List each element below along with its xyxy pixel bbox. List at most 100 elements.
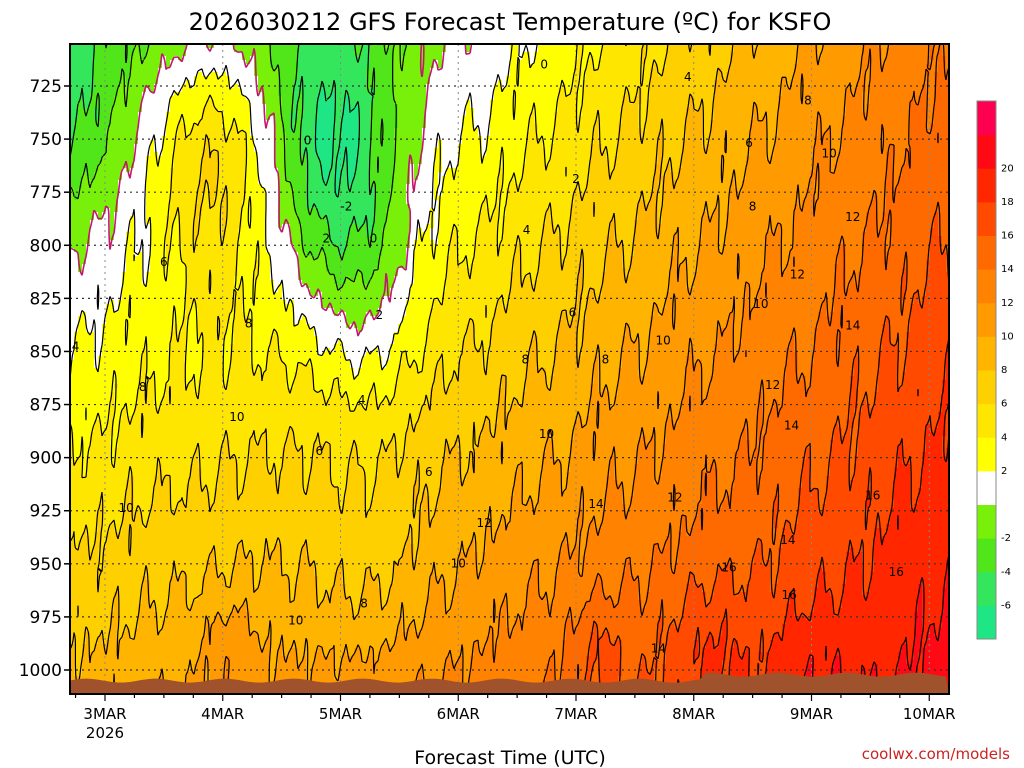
field-cell (298, 568, 315, 573)
field-cell (418, 420, 487, 425)
field-cell (234, 340, 251, 345)
field-cell (354, 172, 371, 177)
field-cell (282, 572, 299, 577)
field-cell (578, 316, 587, 321)
field-cell (598, 128, 619, 133)
field-cell (510, 272, 523, 277)
field-cell (70, 332, 75, 337)
field-cell (470, 460, 543, 465)
field-cell (338, 492, 347, 497)
field-cell (894, 504, 911, 509)
field-cell (634, 252, 675, 257)
field-cell (82, 180, 119, 185)
field-cell (726, 236, 767, 241)
field-cell (146, 180, 171, 185)
field-cell (502, 180, 511, 185)
field-cell (530, 128, 539, 133)
field-cell (70, 320, 79, 325)
field-cell (582, 60, 587, 65)
field-cell (554, 584, 595, 589)
field-cell (770, 576, 779, 581)
field-cell (234, 284, 239, 289)
field-cell (270, 256, 299, 261)
field-cell (382, 244, 411, 249)
field-cell (74, 248, 87, 253)
field-cell (594, 364, 599, 369)
field-cell (942, 436, 949, 441)
field-cell (342, 504, 367, 509)
field-cell (70, 224, 91, 229)
field-cell (670, 544, 679, 549)
field-cell (270, 340, 279, 345)
field-cell (130, 216, 135, 221)
field-cell (774, 152, 815, 157)
field-cell (166, 236, 171, 241)
field-cell (170, 364, 187, 369)
field-cell (326, 396, 331, 401)
field-cell (886, 192, 949, 197)
field-cell (318, 208, 375, 213)
field-cell (390, 44, 395, 49)
field-cell (490, 420, 499, 425)
field-cell (70, 468, 83, 473)
field-cell (750, 124, 767, 129)
field-cell (126, 500, 135, 505)
field-cell (654, 460, 663, 465)
field-cell (498, 396, 507, 401)
field-cell (570, 548, 575, 553)
field-cell (190, 476, 203, 481)
field-cell (894, 472, 911, 477)
field-cell (882, 48, 887, 53)
field-cell (646, 436, 651, 441)
field-cell (374, 188, 391, 193)
field-cell (722, 244, 767, 249)
field-cell (262, 184, 279, 189)
field-cell (922, 472, 949, 477)
field-cell (198, 380, 223, 385)
field-cell (86, 256, 127, 261)
field-cell (482, 560, 535, 565)
field-cell (878, 364, 899, 369)
field-cell (946, 432, 949, 437)
field-cell (202, 192, 211, 197)
field-cell (758, 292, 835, 297)
field-cell (70, 584, 143, 589)
field-cell (650, 340, 719, 345)
field-cell (242, 548, 267, 553)
field-cell (550, 152, 591, 157)
field-cell (282, 468, 303, 473)
field-cell (302, 112, 319, 117)
field-cell (78, 260, 87, 265)
field-cell (122, 284, 187, 289)
field-cell (162, 404, 351, 409)
field-cell (586, 316, 651, 321)
field-cell (346, 468, 363, 473)
field-cell (462, 344, 475, 349)
field-cell (406, 252, 415, 257)
field-cell (434, 64, 439, 69)
field-cell (870, 500, 895, 505)
field-cell (338, 312, 347, 317)
field-cell (766, 124, 779, 129)
field-cell (718, 248, 723, 253)
field-cell (910, 468, 923, 473)
field-cell (578, 48, 583, 53)
field-cell (834, 300, 915, 305)
field-cell (714, 212, 719, 217)
field-cell (258, 160, 275, 165)
field-cell (718, 232, 727, 237)
field-cell (570, 208, 639, 213)
field-cell (798, 368, 811, 373)
field-cell (194, 388, 199, 393)
field-cell (234, 328, 251, 333)
field-cell (846, 112, 911, 117)
field-cell (194, 124, 223, 129)
field-cell (702, 492, 719, 497)
field-cell (198, 196, 203, 201)
field-cell (674, 236, 679, 241)
field-cell (398, 124, 427, 129)
field-cell (874, 400, 943, 405)
field-cell (350, 276, 355, 281)
field-cell (334, 144, 339, 149)
field-cell (126, 232, 135, 237)
